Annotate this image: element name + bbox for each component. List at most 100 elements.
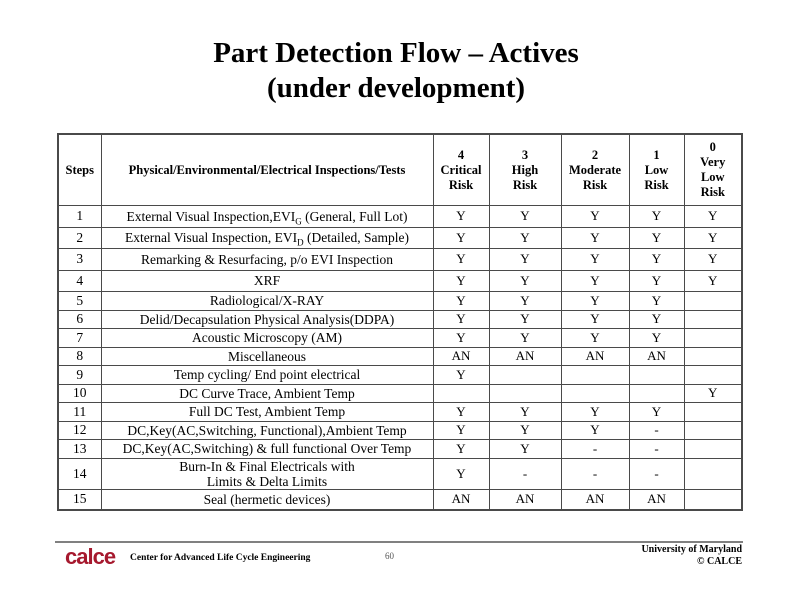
risk-value-cell: - <box>560 457 630 490</box>
risk-value-cell: - <box>560 439 630 459</box>
risk-value-cell <box>488 383 562 403</box>
footer-copyright-label: © CALCE <box>697 556 742 567</box>
risk-value-cell: AN <box>628 346 685 366</box>
risk-value-cell <box>683 402 743 422</box>
risk-value-cell <box>683 365 743 385</box>
table-row: 4 XRF Y Y Y Y Y <box>57 269 743 292</box>
risk-value-cell: Y <box>560 269 630 292</box>
footer-divider <box>55 541 743 543</box>
inspection-table-body: 1 External Visual Inspection,EVIG (Genera… <box>57 205 743 511</box>
risk-value-cell: Y <box>432 309 490 329</box>
step-number-cell: 14 <box>57 457 102 490</box>
risk-value-cell: Y <box>432 402 490 422</box>
test-name-cell: XRF <box>100 269 434 292</box>
risk-value-cell: Y <box>432 226 490 249</box>
table-row: 12 DC,Key(AC,Switching, Functional),Ambie… <box>57 420 743 440</box>
test-name-cell: DC,Key(AC,Switching, Functional),Ambient… <box>100 420 434 440</box>
risk-value-cell: Y <box>488 248 562 271</box>
risk-value-cell: AN <box>488 488 562 511</box>
risk-value-cell: Y <box>683 248 743 271</box>
risk-value-cell: Y <box>628 402 685 422</box>
footer-organization-label: Center for Advanced Life Cycle Engineeri… <box>130 553 311 563</box>
footer-attribution: University of Maryland © CALCE <box>641 544 742 568</box>
step-number-cell: 4 <box>57 269 102 292</box>
table-row: 10 DC Curve Trace, Ambient Temp Y <box>57 383 743 403</box>
table-row: 11 Full DC Test, Ambient Temp Y Y Y Y <box>57 402 743 422</box>
risk-value-cell: Y <box>628 291 685 311</box>
risk-value-cell <box>432 383 490 403</box>
risk-value-cell: Y <box>628 226 685 249</box>
inspection-table: Steps Physical/Environmental/Electrical … <box>57 133 743 511</box>
test-name-cell: External Visual Inspection,EVIG (General… <box>100 205 434 228</box>
step-number-cell: 5 <box>57 291 102 311</box>
step-number-cell: 2 <box>57 226 102 249</box>
risk-value-cell: - <box>628 457 685 490</box>
risk-value-cell: - <box>488 457 562 490</box>
column-header-steps: Steps <box>57 133 102 206</box>
test-name-cell: Miscellaneous <box>100 346 434 366</box>
risk-value-cell: Y <box>432 291 490 311</box>
risk-value-cell: Y <box>683 205 743 228</box>
step-number-cell: 3 <box>57 248 102 271</box>
test-name-subscript: D <box>297 237 304 248</box>
column-header-high-risk: 3 High Risk <box>488 133 562 206</box>
risk-value-cell: - <box>628 439 685 459</box>
risk-value-cell: Y <box>560 328 630 348</box>
risk-value-cell: AN <box>432 488 490 511</box>
risk-value-cell: Y <box>488 291 562 311</box>
title-line-1: Part Detection Flow – Actives <box>213 37 579 69</box>
step-number-cell: 7 <box>57 328 102 348</box>
table-row: 2 External Visual Inspection, EVID (Detai… <box>57 226 743 249</box>
test-name-cell: External Visual Inspection, EVID (Detail… <box>100 226 434 249</box>
risk-value-cell <box>683 420 743 440</box>
step-number-cell: 15 <box>57 488 102 511</box>
test-name-cell: Full DC Test, Ambient Temp <box>100 402 434 422</box>
risk-value-cell: Y <box>432 457 490 490</box>
table-row: 9 Temp cycling/ End point electrical Y <box>57 365 743 385</box>
title-line-2: (under development) <box>266 72 526 104</box>
risk-value-cell: AN <box>628 488 685 511</box>
risk-value-cell: Y <box>488 402 562 422</box>
test-name-cell: Delid/Decapsulation Physical Analysis(DD… <box>100 309 434 329</box>
risk-value-cell: Y <box>488 269 562 292</box>
risk-value-cell: Y <box>628 269 685 292</box>
risk-value-cell: Y <box>432 269 490 292</box>
risk-value-cell: Y <box>560 205 630 228</box>
test-name-cell: Temp cycling/ End point electrical <box>100 365 434 385</box>
step-number-cell: 10 <box>57 383 102 403</box>
risk-value-cell: Y <box>432 420 490 440</box>
table-row: 5 Radiological/X-RAY Y Y Y Y <box>57 291 743 311</box>
risk-value-cell: AN <box>432 346 490 366</box>
risk-value-cell <box>683 439 743 459</box>
risk-value-cell <box>683 488 743 511</box>
table-row: 7 Acoustic Microscopy (AM) Y Y Y Y <box>57 328 743 348</box>
table-row: 8 Miscellaneous AN AN AN AN <box>57 346 743 366</box>
test-name-cell: Burn-In & Final Electricals with Limits … <box>100 457 434 490</box>
test-name-cell: Radiological/X-RAY <box>100 291 434 311</box>
risk-value-cell: Y <box>628 309 685 329</box>
risk-value-cell <box>560 383 630 403</box>
risk-value-cell: Y <box>432 205 490 228</box>
column-header-moderate-risk: 2 Moderate Risk <box>560 133 630 206</box>
risk-value-cell: Y <box>628 248 685 271</box>
table-header-row: Steps Physical/Environmental/Electrical … <box>57 133 743 206</box>
risk-value-cell: Y <box>683 383 743 403</box>
risk-value-cell <box>560 365 630 385</box>
step-number-cell: 1 <box>57 205 102 228</box>
page-title: Part Detection Flow – Actives (under dev… <box>0 36 792 106</box>
page-number: 60 <box>385 551 394 561</box>
risk-value-cell <box>683 328 743 348</box>
risk-value-cell: Y <box>560 420 630 440</box>
step-number-cell: 12 <box>57 420 102 440</box>
footer-university-label: University of Maryland <box>641 544 742 555</box>
column-header-low-risk: 1 Low Risk <box>628 133 685 206</box>
risk-value-cell: Y <box>488 205 562 228</box>
risk-value-cell: Y <box>683 269 743 292</box>
risk-value-cell: Y <box>628 205 685 228</box>
step-number-cell: 8 <box>57 346 102 366</box>
step-number-cell: 9 <box>57 365 102 385</box>
risk-value-cell: - <box>628 420 685 440</box>
risk-value-cell: Y <box>560 248 630 271</box>
risk-value-cell: AN <box>488 346 562 366</box>
